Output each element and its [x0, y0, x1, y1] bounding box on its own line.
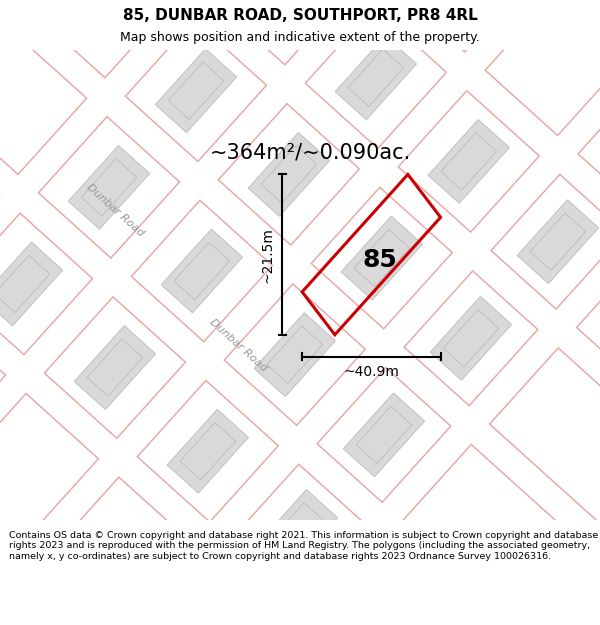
Polygon shape: [180, 422, 236, 480]
Polygon shape: [87, 339, 143, 396]
Polygon shape: [248, 132, 329, 216]
Polygon shape: [66, 11, 600, 625]
Polygon shape: [255, 0, 311, 23]
Text: Contains OS data © Crown copyright and database right 2021. This information is : Contains OS data © Crown copyright and d…: [9, 531, 598, 561]
Polygon shape: [430, 296, 512, 380]
Polygon shape: [443, 309, 499, 367]
Polygon shape: [356, 406, 412, 464]
Polygon shape: [68, 146, 149, 229]
Text: ~21.5m: ~21.5m: [260, 227, 274, 282]
Polygon shape: [74, 326, 155, 409]
Polygon shape: [174, 242, 230, 299]
Polygon shape: [0, 0, 411, 449]
Polygon shape: [428, 119, 509, 203]
Polygon shape: [161, 229, 242, 313]
Polygon shape: [155, 49, 236, 132]
Polygon shape: [0, 242, 63, 326]
Polygon shape: [0, 62, 564, 625]
Polygon shape: [335, 36, 416, 119]
Polygon shape: [50, 0, 600, 493]
Polygon shape: [81, 159, 137, 216]
Polygon shape: [341, 216, 422, 300]
Polygon shape: [0, 0, 600, 590]
Polygon shape: [261, 146, 317, 203]
Polygon shape: [0, 64, 563, 625]
Polygon shape: [343, 393, 425, 477]
Polygon shape: [0, 255, 50, 312]
Polygon shape: [0, 0, 503, 531]
Text: Map shows position and indicative extent of the property.: Map shows position and indicative extent…: [120, 31, 480, 44]
Polygon shape: [242, 0, 323, 36]
Polygon shape: [517, 200, 599, 284]
Polygon shape: [67, 12, 600, 625]
Text: 85, DUNBAR ROAD, SOUTHPORT, PR8 4RL: 85, DUNBAR ROAD, SOUTHPORT, PR8 4RL: [122, 8, 478, 22]
Polygon shape: [137, 0, 600, 396]
Polygon shape: [256, 489, 338, 574]
Polygon shape: [441, 132, 497, 190]
Polygon shape: [0, 0, 410, 448]
Polygon shape: [168, 62, 224, 119]
Text: ~364m²/~0.090ac.: ~364m²/~0.090ac.: [210, 142, 411, 162]
Polygon shape: [167, 409, 248, 493]
Polygon shape: [137, 0, 600, 396]
Text: 85: 85: [362, 248, 397, 272]
Polygon shape: [153, 89, 600, 625]
Polygon shape: [0, 0, 504, 532]
Polygon shape: [269, 503, 325, 560]
Polygon shape: [530, 213, 586, 271]
Polygon shape: [0, 159, 477, 625]
Polygon shape: [50, 0, 600, 492]
Text: Dunbar Road: Dunbar Road: [208, 317, 269, 374]
Text: Dunbar Road: Dunbar Road: [85, 182, 146, 239]
Polygon shape: [0, 0, 596, 615]
Polygon shape: [348, 49, 404, 106]
Polygon shape: [354, 229, 410, 287]
Polygon shape: [267, 326, 323, 383]
Polygon shape: [254, 312, 335, 396]
Polygon shape: [0, 161, 476, 625]
Polygon shape: [152, 88, 600, 625]
Polygon shape: [0, 0, 600, 589]
Text: ~40.9m: ~40.9m: [343, 365, 399, 379]
